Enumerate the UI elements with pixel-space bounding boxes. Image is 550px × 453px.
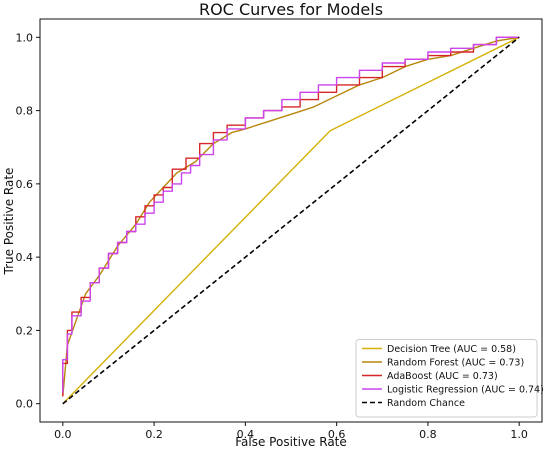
legend-label-decision-tree: Decision Tree (AUC = 0.58) (387, 344, 516, 355)
series-line-random-forest (62, 36, 520, 397)
legend-box (355, 339, 538, 418)
y-tick-label: 0.0 (16, 398, 34, 411)
y-tick-label: 1.0 (16, 31, 34, 44)
series-line-random-chance (62, 36, 520, 405)
y-tick-label: 0.4 (16, 251, 34, 264)
x-axis-ticks: 0.0 0.2 0.4 0.6 0.8 1.0 (54, 422, 528, 441)
x-tick-label: 0.8 (419, 428, 437, 441)
y-tick-label: 0.2 (16, 324, 34, 337)
plot-frame (39, 18, 543, 423)
x-tick-label: 0.0 (54, 428, 72, 441)
y-axis-ticks: 0.0 0.2 0.4 0.6 0.8 1.0 (16, 31, 40, 411)
legend-label-random-forest: Random Forest (AUC = 0.73) (387, 358, 524, 369)
x-tick-label: 0.2 (145, 428, 163, 441)
series-line-decision-tree (62, 36, 520, 405)
chart-title: ROC Curves for Models (199, 0, 383, 19)
legend-label-random-chance: Random Chance (387, 398, 465, 409)
legend-label-adaboost: AdaBoost (AUC = 0.73) (387, 371, 498, 382)
x-tick-label: 1.0 (510, 428, 528, 441)
y-tick-label: 0.6 (16, 178, 34, 191)
x-axis-label: False Positive Rate (235, 435, 347, 449)
x-tick-label: 0.4 (237, 428, 255, 441)
series-line-logistic-regression (62, 36, 520, 393)
legend: Decision Tree (AUC = 0.58) Random Forest … (355, 339, 544, 418)
x-tick-label: 0.6 (328, 428, 346, 441)
y-axis-label: True Positive Rate (2, 168, 16, 276)
legend-label-logistic-regression: Logistic Regression (AUC = 0.74) (387, 385, 544, 396)
chart-marks (62, 36, 520, 405)
y-tick-label: 0.8 (16, 105, 34, 118)
